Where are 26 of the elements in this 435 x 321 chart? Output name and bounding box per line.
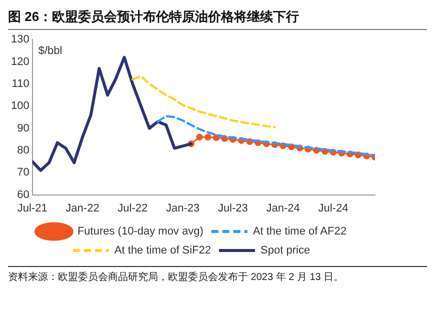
x-tick-label: Jan-24 xyxy=(266,202,300,214)
x-tick-label: Jul-24 xyxy=(318,202,348,214)
y-tick-label: 60 xyxy=(17,188,30,201)
y-tick-label: 120 xyxy=(10,56,30,68)
legend-label: At the time of SiF22 xyxy=(114,244,212,257)
y-tick-label: 80 xyxy=(17,144,30,156)
x-tick-label: Jan-22 xyxy=(66,202,100,214)
legend-label: Futures (10-day mov avg) xyxy=(77,226,204,238)
legend-label: At the time of AF22 xyxy=(252,226,346,238)
y-axis-title: $/bbl xyxy=(38,45,62,58)
legend-label: Spot price xyxy=(260,244,310,257)
x-tick-label: Jul-22 xyxy=(118,202,148,214)
y-tick-label: 130 xyxy=(10,34,30,46)
y-tick-label: 90 xyxy=(17,122,30,134)
text: 资料来源：欧盟委员会商品研究局，欧盟委员会发布于 2023 年 2 月 13 日。 xyxy=(8,270,345,284)
point xyxy=(196,134,203,141)
y-tick-label: 100 xyxy=(10,100,30,112)
point xyxy=(212,134,220,141)
x-tick-label: Jan-23 xyxy=(166,202,200,214)
chart-title: 图 26：欧盟委员会预计布伦特原油价格将继续下行 xyxy=(8,8,427,30)
line-series xyxy=(132,75,276,128)
y-tick-label: 70 xyxy=(17,166,30,179)
x-tick-label: Jul-23 xyxy=(218,202,248,214)
point xyxy=(204,134,212,141)
x-tick-label: Jul-21 xyxy=(17,202,48,214)
y-tick-label: 110 xyxy=(12,78,30,90)
